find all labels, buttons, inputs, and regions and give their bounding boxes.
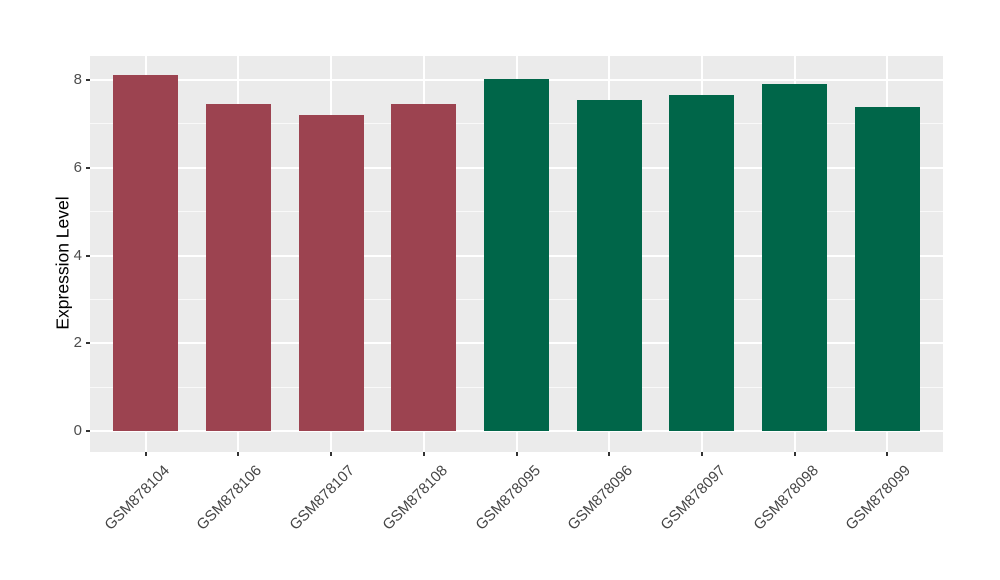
y-tick-mark bbox=[86, 254, 90, 257]
x-tick-label: GSM878097 bbox=[657, 462, 729, 534]
plot-panel bbox=[90, 56, 943, 452]
x-tick-mark bbox=[793, 452, 796, 456]
x-tick-mark bbox=[700, 452, 703, 456]
y-tick-label: 6 bbox=[73, 158, 82, 176]
x-tick-label: GSM878108 bbox=[379, 462, 451, 534]
y-tick-mark bbox=[86, 430, 90, 432]
x-tick-mark bbox=[515, 452, 518, 456]
y-tick-mark bbox=[86, 342, 90, 345]
bar-GSM878098 bbox=[762, 83, 828, 431]
y-tick-label: 0 bbox=[73, 422, 82, 439]
bar-GSM878097 bbox=[669, 94, 735, 431]
x-tick-label: GSM878107 bbox=[286, 462, 359, 534]
x-tick-mark bbox=[144, 452, 147, 456]
x-tick-mark bbox=[886, 452, 889, 456]
bar-GSM878107 bbox=[298, 115, 364, 431]
bar-GSM878099 bbox=[854, 107, 920, 431]
y-tick-label: 2 bbox=[73, 334, 82, 352]
y-tick-mark bbox=[86, 79, 90, 81]
y-tick-label: 4 bbox=[73, 246, 82, 264]
y-tick-mark bbox=[86, 166, 90, 169]
y-tick-label: 8 bbox=[73, 71, 82, 88]
x-tick-mark bbox=[422, 452, 425, 456]
bar-GSM878108 bbox=[391, 104, 457, 431]
bar-GSM878106 bbox=[205, 104, 271, 431]
x-tick-mark bbox=[608, 452, 611, 456]
x-tick-label: GSM878099 bbox=[842, 462, 915, 534]
bar-GSM878104 bbox=[113, 74, 179, 431]
bar-GSM878096 bbox=[576, 99, 642, 431]
x-tick-mark bbox=[237, 452, 240, 456]
x-tick-mark bbox=[330, 452, 333, 456]
bar-GSM878095 bbox=[484, 78, 549, 431]
